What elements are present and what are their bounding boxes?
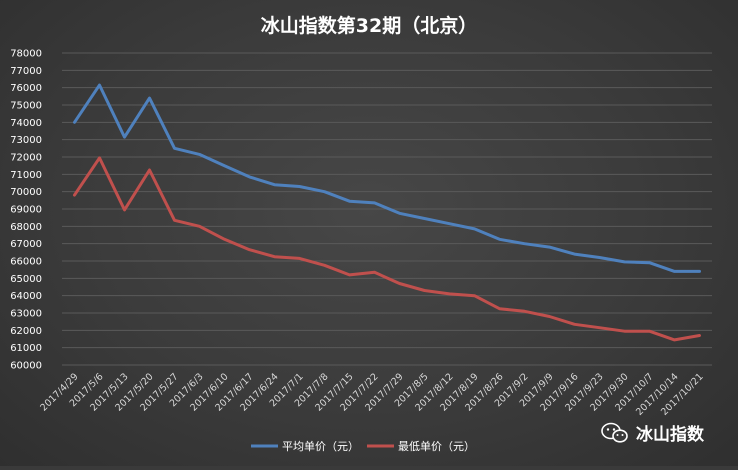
y-tick-label: 64000	[10, 291, 42, 302]
data-point-series-0	[173, 147, 176, 150]
data-point-series-0	[298, 185, 301, 188]
data-point-series-1	[398, 282, 401, 285]
data-point-series-1	[498, 307, 501, 310]
data-point-series-0	[73, 121, 76, 124]
chart-title: 冰山指数第32期（北京）	[261, 14, 477, 37]
series-line-0	[73, 83, 701, 273]
data-point-series-0	[148, 96, 151, 100]
y-tick-label: 60000	[10, 361, 42, 372]
legend-label-1: 最低单价（元）	[398, 440, 475, 453]
data-point-series-0	[448, 222, 451, 225]
data-point-series-1	[523, 310, 526, 313]
data-point-series-0	[648, 261, 651, 264]
data-point-series-0	[273, 183, 276, 186]
data-point-series-0	[323, 190, 326, 193]
y-tick-label: 74000	[10, 118, 42, 129]
watermark: 冰山指数	[601, 422, 705, 445]
data-point-series-1	[598, 326, 601, 329]
y-tick-label: 67000	[10, 239, 42, 250]
y-tick-label: 65000	[10, 274, 42, 285]
data-point-series-0	[523, 242, 526, 245]
y-tick-label: 69000	[10, 205, 42, 216]
data-point-series-0	[673, 270, 676, 273]
y-tick-label: 63000	[10, 309, 42, 320]
data-point-series-1	[98, 156, 101, 160]
data-point-series-1	[473, 294, 476, 297]
y-tick-label: 70000	[10, 187, 42, 198]
y-tick-label: 62000	[10, 326, 42, 337]
wechat-icon	[601, 422, 628, 443]
data-point-series-0	[573, 252, 576, 256]
y-tick-label: 73000	[10, 135, 42, 146]
data-point-series-0	[498, 238, 501, 241]
data-point-series-1	[123, 208, 126, 212]
data-point-series-1	[673, 338, 676, 342]
data-point-series-1	[173, 219, 176, 222]
data-point-series-1	[623, 330, 626, 333]
data-point-series-0	[198, 153, 201, 156]
data-point-series-1	[348, 273, 351, 277]
legend-label-0: 平均单价（元）	[282, 440, 359, 453]
data-point-series-1	[573, 323, 576, 326]
y-tick-label: 76000	[10, 83, 42, 94]
data-point-series-1	[223, 238, 226, 241]
data-point-series-0	[623, 260, 626, 264]
data-point-series-1	[298, 257, 301, 260]
watermark-text: 冰山指数	[636, 424, 705, 445]
data-point-series-0	[473, 227, 476, 231]
data-point-series-1	[423, 289, 426, 292]
data-point-series-0	[98, 83, 101, 87]
legend: 平均单价（元） 最低单价（元）	[251, 440, 475, 453]
y-tick-label: 61000	[10, 343, 42, 354]
data-point-series-0	[548, 245, 551, 249]
data-point-series-0	[348, 200, 351, 203]
data-point-series-0	[248, 175, 251, 179]
series-line-1	[73, 156, 701, 342]
data-point-series-1	[198, 225, 201, 228]
y-tick-label: 66000	[10, 257, 42, 268]
data-point-series-0	[598, 256, 601, 259]
y-tick-label: 71000	[10, 170, 42, 181]
data-point-series-1	[323, 264, 326, 267]
y-tick-label: 77000	[10, 66, 42, 77]
data-point-series-1	[73, 193, 76, 197]
data-point-series-0	[123, 135, 126, 139]
data-point-series-0	[423, 217, 426, 220]
data-point-series-0	[698, 270, 701, 273]
data-point-series-1	[148, 168, 151, 172]
data-point-series-0	[223, 164, 226, 167]
y-tick-label: 68000	[10, 222, 42, 233]
data-point-series-0	[373, 201, 376, 205]
data-point-series-1	[273, 255, 276, 258]
data-point-series-1	[698, 334, 701, 337]
data-point-series-1	[373, 271, 376, 274]
y-tick-label: 72000	[10, 153, 42, 164]
data-point-series-1	[648, 330, 651, 333]
data-point-series-0	[398, 212, 401, 215]
data-point-series-1	[248, 248, 251, 251]
y-tick-label: 75000	[10, 101, 42, 112]
data-point-series-1	[548, 315, 551, 318]
y-tick-label: 78000	[10, 49, 42, 60]
data-point-series-1	[448, 292, 451, 296]
